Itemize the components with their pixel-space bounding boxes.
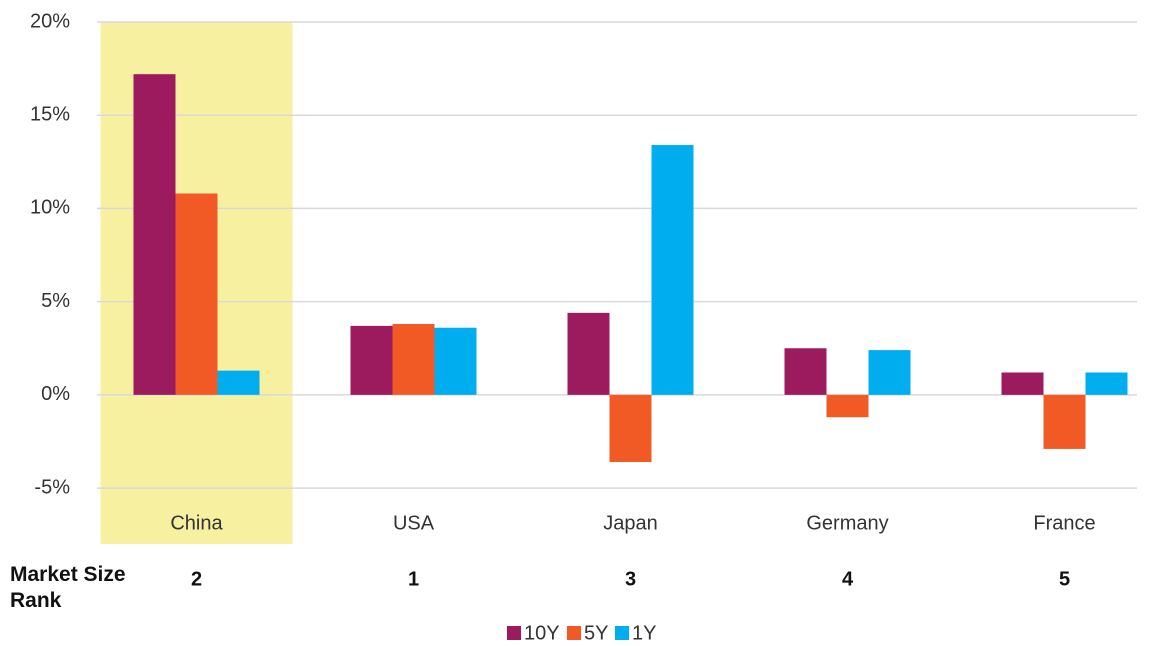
bar	[1043, 394, 1086, 449]
y-tick-label: 15%	[30, 103, 70, 125]
rank-label: Market Size Rank	[10, 563, 126, 612]
y-tick-label: 0%	[41, 383, 70, 405]
rank-value: 2	[191, 568, 202, 590]
bar	[175, 193, 218, 395]
bar	[350, 325, 393, 395]
bar	[567, 312, 610, 395]
rank-value: 3	[625, 568, 636, 590]
bar	[651, 145, 694, 395]
y-tick-label: -5%	[34, 476, 70, 498]
bar	[1001, 372, 1044, 395]
legend-label: 5Y	[584, 622, 608, 644]
x-tick-label: France	[1033, 512, 1095, 534]
bar	[434, 327, 477, 395]
bar	[392, 324, 435, 395]
y-tick-label: 20%	[30, 10, 70, 32]
bar	[826, 394, 869, 418]
legend-swatch	[615, 626, 629, 640]
legend-swatch	[567, 626, 581, 640]
bar	[1085, 372, 1128, 395]
x-tick-label: Japan	[603, 512, 658, 534]
bar	[784, 348, 827, 395]
x-tick-label: Germany	[806, 512, 888, 534]
legend-swatch	[507, 626, 521, 640]
bar	[217, 370, 260, 395]
bar	[868, 350, 911, 395]
rank-value: 5	[1059, 568, 1070, 590]
y-tick-label: 5%	[41, 290, 70, 312]
bar	[609, 394, 652, 462]
rank-value: 1	[408, 568, 419, 590]
bar	[133, 74, 176, 395]
legend-label: 10Y	[524, 622, 560, 644]
legend-label: 1Y	[632, 622, 656, 644]
rank-value: 4	[842, 568, 854, 590]
x-tick-label: China	[170, 512, 223, 534]
y-tick-label: 10%	[30, 197, 70, 219]
x-tick-label: USA	[393, 512, 435, 534]
